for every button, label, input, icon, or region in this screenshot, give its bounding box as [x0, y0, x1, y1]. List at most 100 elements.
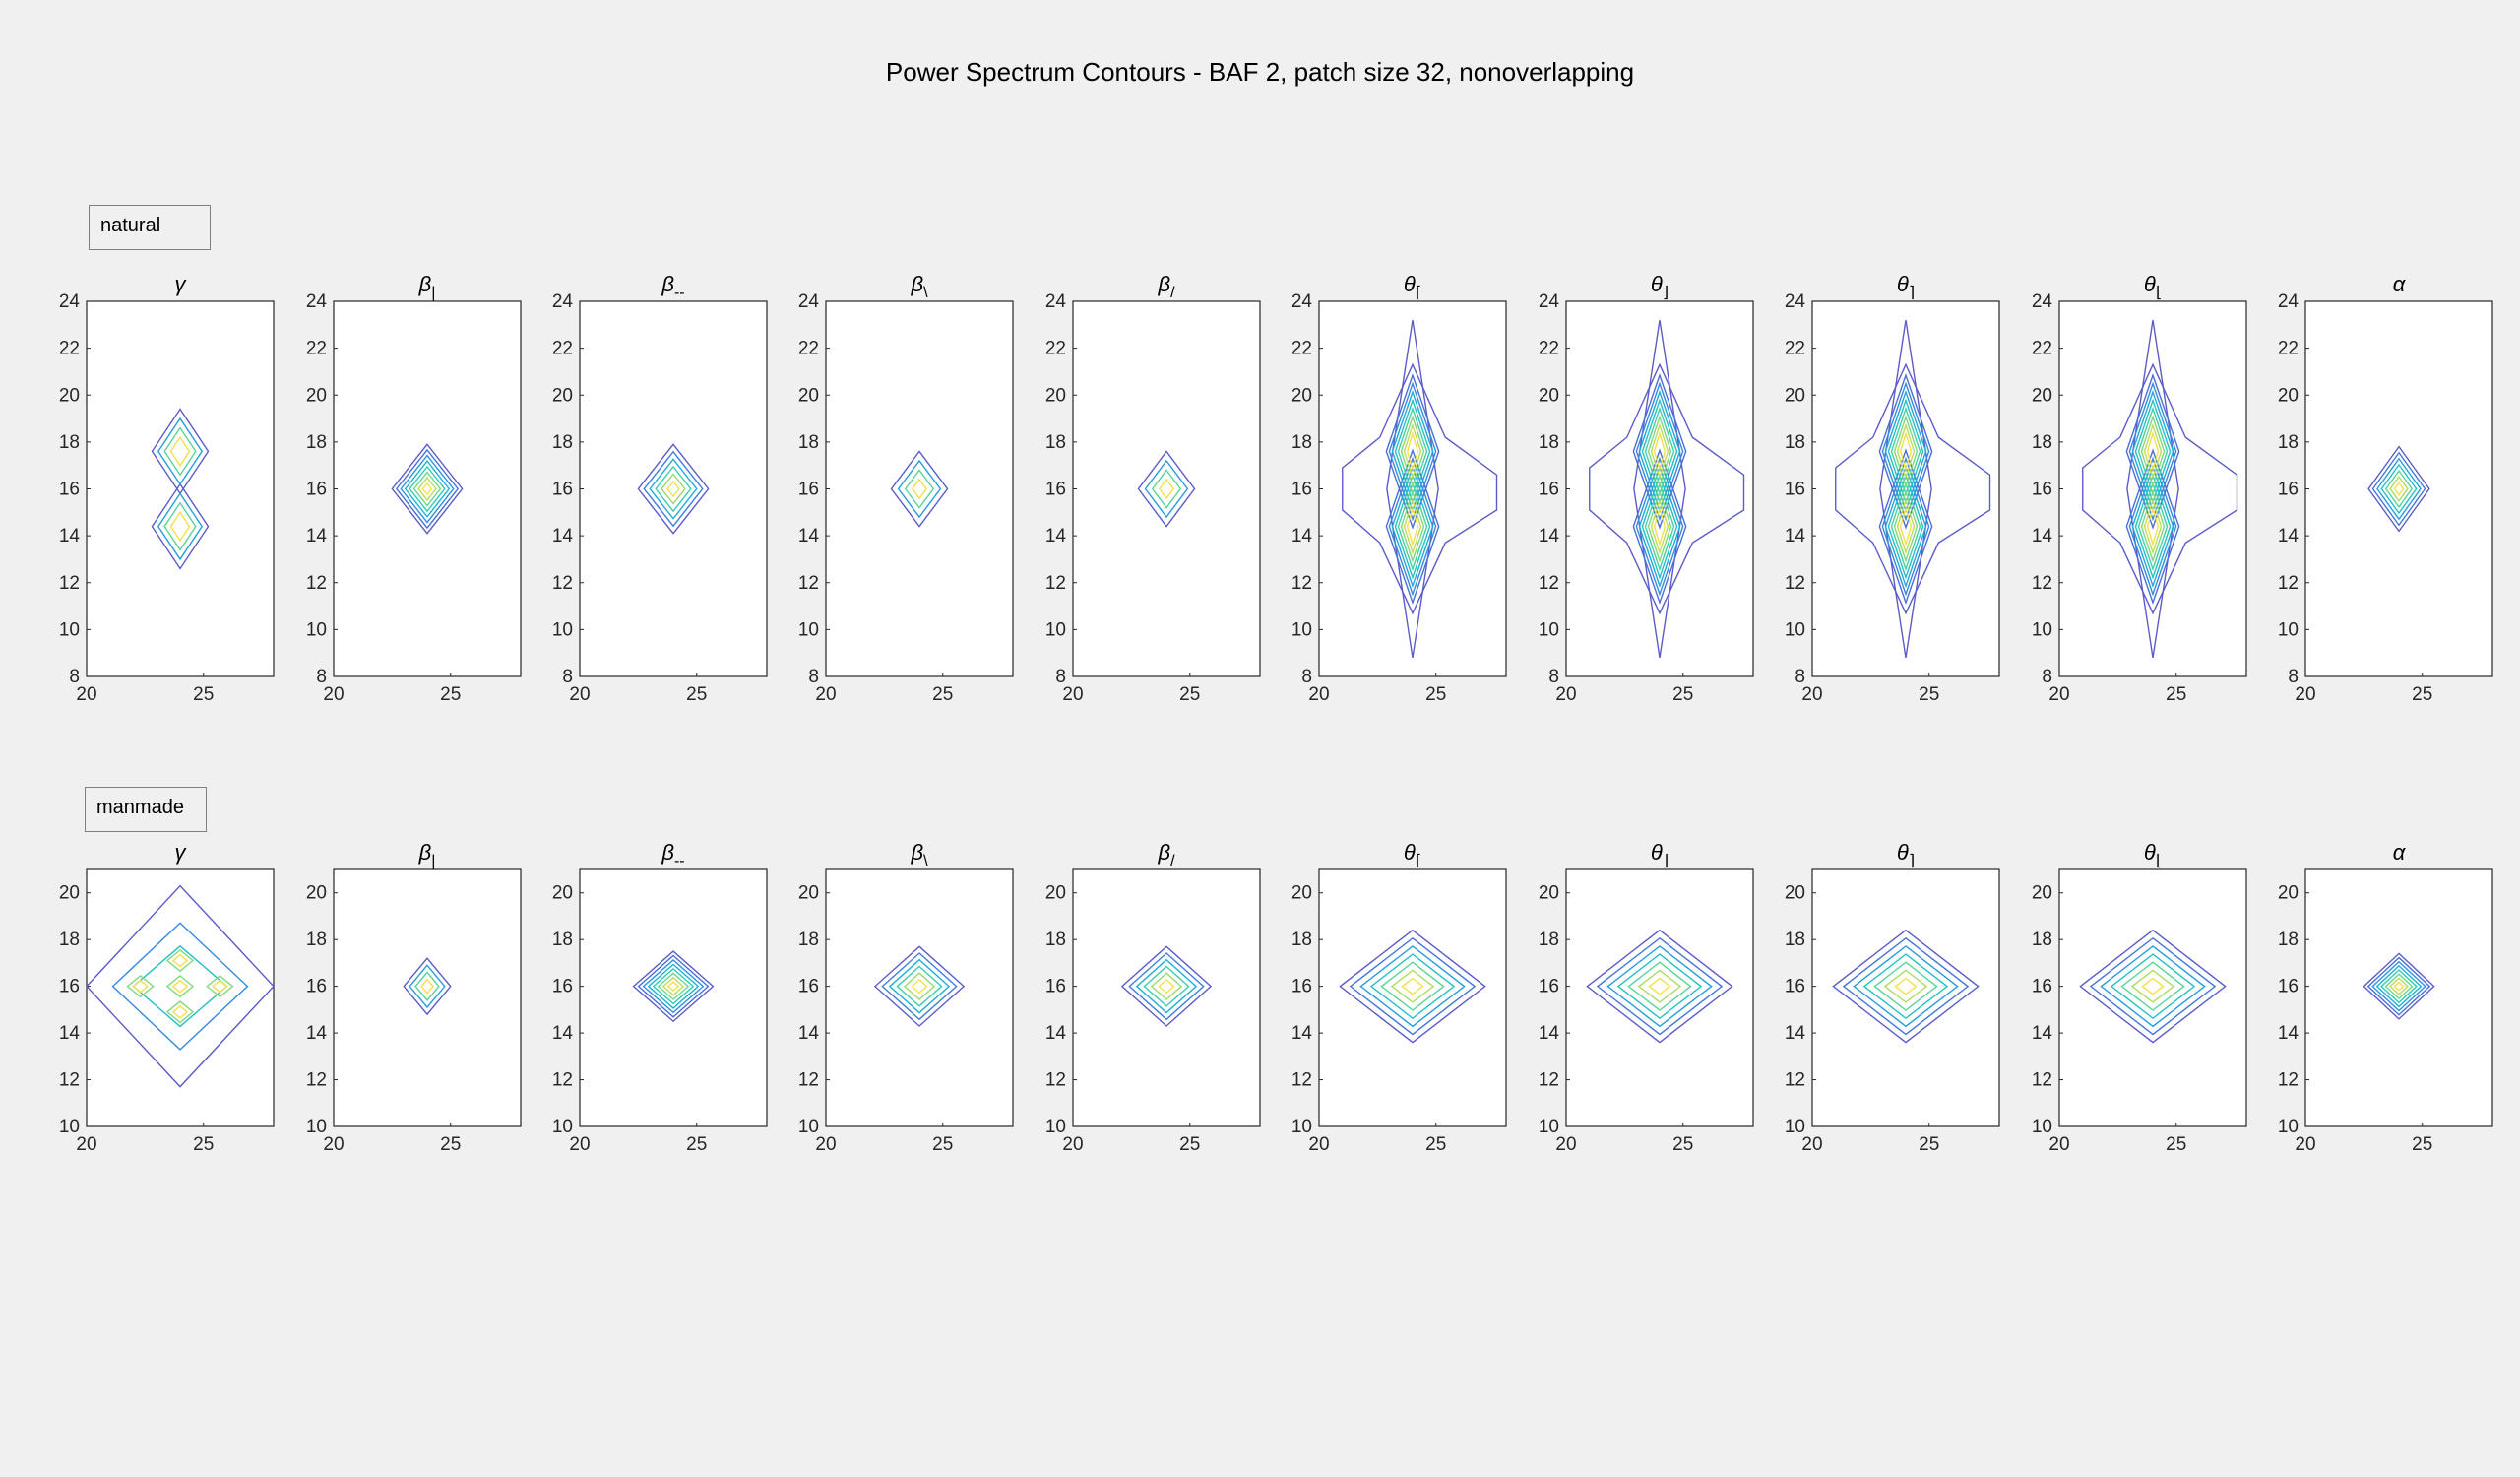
contour-line [1144, 459, 1189, 519]
contour-line [403, 957, 452, 1016]
contour-line [643, 450, 704, 528]
y-tick-label: 12 [1292, 1070, 1312, 1091]
x-tick-label: 20 [323, 684, 344, 705]
y-tick-label: 20 [59, 385, 80, 406]
y-tick-label: 24 [306, 291, 328, 312]
contour-line [2366, 956, 2431, 1016]
contour-line [111, 922, 249, 1051]
contour-line [1380, 961, 1445, 1011]
y-tick-label: 8 [1055, 667, 1066, 687]
contour-line [1842, 936, 1970, 1036]
contour-line [1632, 448, 1687, 606]
contour-line [652, 967, 695, 1005]
y-tick-label: 20 [798, 385, 819, 406]
contour-line [2143, 422, 2163, 481]
contour-line [1596, 936, 1724, 1036]
y-tick-label: 8 [1795, 667, 1805, 687]
y-tick-label: 24 [59, 291, 81, 312]
x-tick-label: 20 [1062, 684, 1083, 705]
contour-line [896, 965, 943, 1007]
y-tick-label: 24 [1292, 291, 1313, 312]
contour-line [1644, 482, 1675, 572]
contour-line [86, 884, 275, 1088]
contour-line [409, 465, 446, 513]
contour-line [2393, 981, 2405, 992]
contour-line [1638, 465, 1681, 589]
y-tick-label: 22 [798, 339, 819, 359]
x-tick-label: 25 [1179, 684, 1200, 705]
y-tick-label: 18 [2032, 930, 2052, 950]
contour-line [662, 976, 685, 996]
panel-natural-4: 8 10 12 14 16 18 20 22 24 20 25 β\ [798, 272, 1014, 705]
contour-line [169, 511, 191, 543]
contour-line [1893, 415, 1919, 488]
contour-line [2384, 973, 2414, 1000]
y-tick-label: 12 [2278, 573, 2299, 594]
contour-line [2380, 969, 2418, 1004]
y-tick-label: 16 [2278, 977, 2299, 997]
y-tick-label: 14 [798, 526, 820, 546]
panel-title: θ⌉ [1897, 272, 1915, 301]
contour-line [1391, 465, 1434, 589]
axes-box [86, 868, 275, 1127]
contour-line [632, 950, 715, 1023]
contour-line [1403, 422, 1422, 481]
axes-box [825, 300, 1014, 677]
x-tick-label: 20 [2048, 1134, 2069, 1155]
contour-line [655, 465, 692, 513]
contour-line [2389, 476, 2409, 502]
y-tick-label: 20 [1045, 883, 1066, 904]
y-tick-label: 18 [1045, 432, 1066, 453]
panel-title: θ⌉ [1897, 840, 1915, 869]
panel-title: γ [175, 840, 188, 865]
y-tick-label: 16 [59, 480, 80, 500]
axes-box [2304, 300, 2493, 677]
contour-line [912, 478, 927, 500]
y-tick-label: 24 [552, 291, 574, 312]
x-tick-label: 25 [440, 684, 461, 705]
y-tick-label: 8 [562, 667, 573, 687]
panel-natural-6: 8 10 12 14 16 18 20 22 24 20 25 θ⌈ [1292, 272, 1507, 705]
y-tick-label: 12 [2032, 573, 2052, 594]
y-tick-label: 18 [1539, 930, 1559, 950]
contour-line [165, 948, 195, 973]
y-tick-label: 20 [1045, 385, 1066, 406]
y-tick-label: 12 [59, 573, 80, 594]
figure-title: Power Spectrum Contours - BAF 2, patch s… [885, 57, 1635, 87]
x-tick-label: 25 [193, 1134, 214, 1155]
y-tick-label: 22 [1785, 339, 1805, 359]
axes-box [2058, 868, 2247, 1127]
y-tick-label: 8 [1548, 667, 1559, 687]
contour-line [642, 959, 705, 1014]
y-tick-label: 24 [1785, 291, 1806, 312]
panel-natural-7: 8 10 12 14 16 18 20 22 24 20 25 θ⌋ [1539, 272, 1754, 705]
x-tick-label: 20 [1801, 1134, 1822, 1155]
legend-manmade: manmade [85, 787, 207, 832]
y-tick-label: 16 [1292, 480, 1312, 500]
y-tick-label: 12 [59, 1070, 80, 1091]
y-tick-label: 20 [798, 883, 819, 904]
contour-line [1862, 953, 1949, 1020]
y-tick-label: 10 [306, 1117, 327, 1137]
x-tick-label: 25 [1919, 1134, 1939, 1155]
y-tick-label: 14 [1539, 526, 1560, 546]
y-tick-label: 10 [2032, 1117, 2052, 1137]
panel-manmade-1: 10 12 14 16 18 20 20 25 γ [59, 840, 275, 1155]
contour-line [2134, 473, 2172, 580]
y-tick-label: 12 [1045, 573, 1066, 594]
y-tick-label: 16 [1045, 480, 1066, 500]
x-tick-label: 25 [932, 684, 953, 705]
contour-line [2389, 977, 2409, 995]
y-tick-label: 16 [552, 977, 573, 997]
y-tick-label: 18 [306, 432, 327, 453]
y-tick-label: 14 [2278, 526, 2300, 546]
y-tick-label: 12 [1539, 573, 1559, 594]
x-tick-label: 20 [1308, 684, 1329, 705]
axes-box [1072, 300, 1261, 677]
contour-line [1400, 489, 1425, 563]
y-tick-label: 14 [798, 1023, 820, 1044]
contour-line [1647, 489, 1672, 563]
axes-box [1565, 868, 1754, 1127]
y-tick-label: 10 [798, 1117, 819, 1137]
contour-line [2371, 960, 2426, 1012]
